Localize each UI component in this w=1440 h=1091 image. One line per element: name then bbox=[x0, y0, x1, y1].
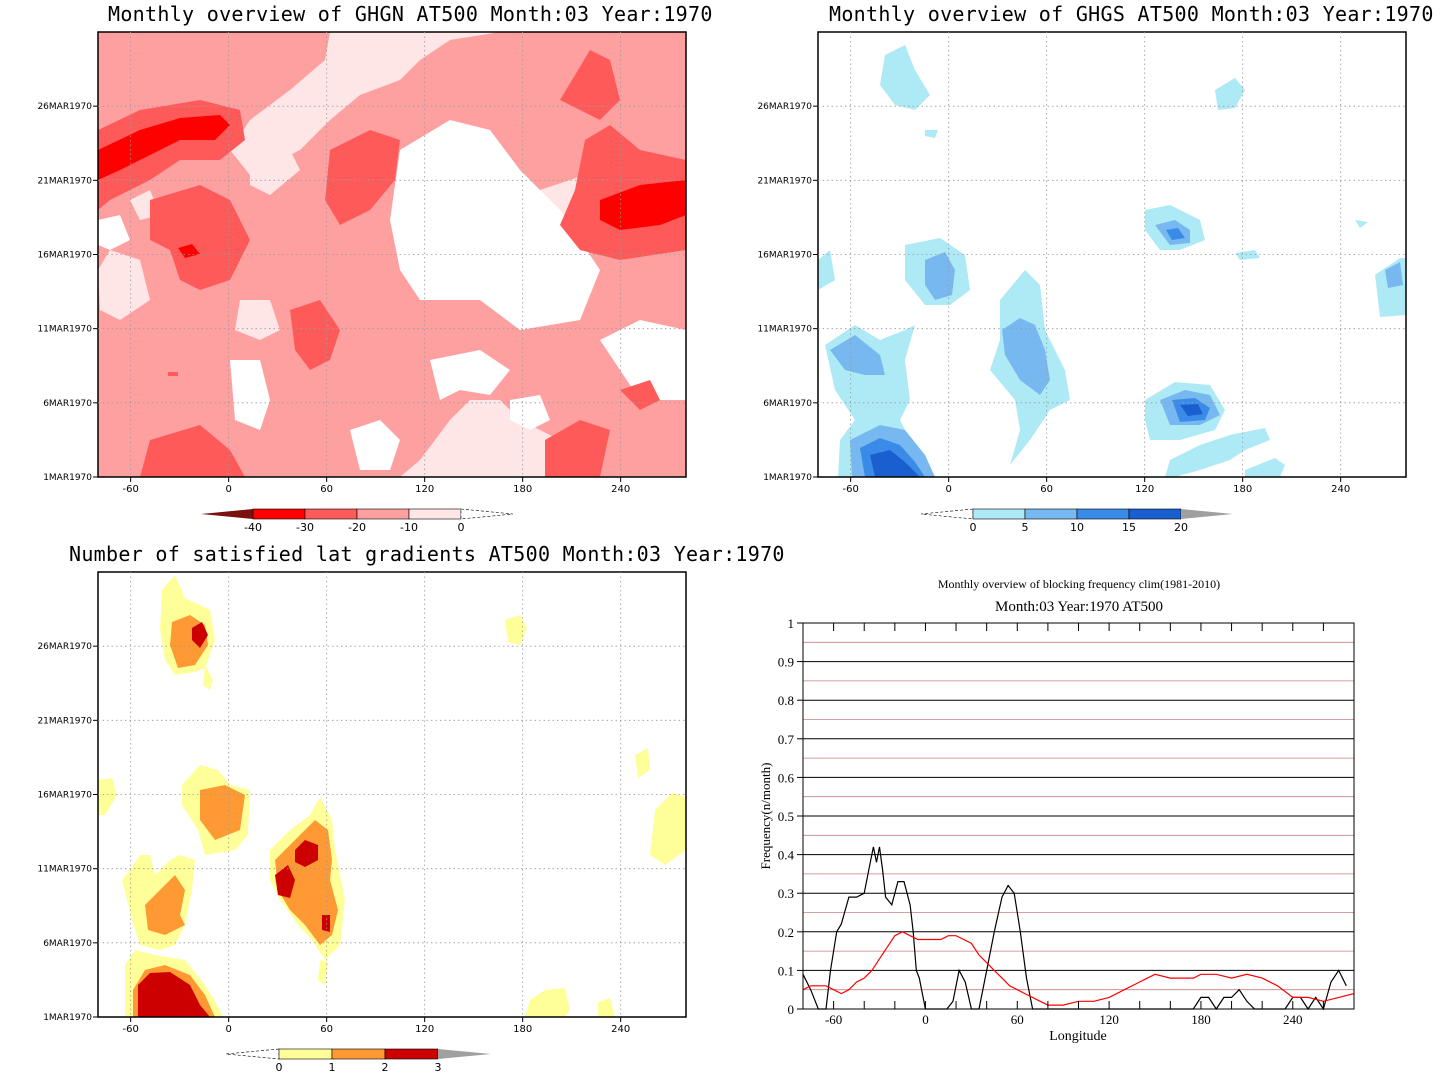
colorbar-segment bbox=[1128, 508, 1182, 520]
line-chart-subtitle: Month:03 Year:1970 AT500 bbox=[995, 599, 1163, 615]
y-tick-label: 21MAR1970 bbox=[37, 176, 92, 186]
line-chart-title: Monthly overview of blocking frequency c… bbox=[938, 577, 1220, 591]
x-tick-label: 0 bbox=[922, 1012, 929, 1027]
series-line-black bbox=[802, 846, 1347, 1011]
y-tick-label: 0 bbox=[788, 1002, 795, 1017]
colorbar-segment bbox=[1024, 508, 1078, 520]
x-tick-label: 0 bbox=[225, 484, 231, 495]
colorbar-triangle-left bbox=[920, 508, 974, 520]
y-tick-label: 6MAR1970 bbox=[43, 399, 92, 409]
x-tick-label: 0 bbox=[945, 484, 951, 495]
colorbar-triangle-right bbox=[1181, 509, 1233, 519]
x-tick-label: 60 bbox=[1011, 1012, 1024, 1027]
y-tick-label: 11MAR1970 bbox=[37, 865, 92, 875]
colorbar-label: 1 bbox=[329, 1061, 336, 1074]
colorbar-label: -10 bbox=[400, 521, 418, 534]
colorbar-label: -40 bbox=[244, 521, 262, 534]
y-tick-label: 0.1 bbox=[778, 963, 794, 978]
colorbar-label: 2 bbox=[382, 1061, 389, 1074]
chart-title-lat-gradients: Number of satisfied lat gradients AT500 … bbox=[69, 542, 785, 566]
colorbar-label: -30 bbox=[296, 521, 314, 534]
y-tick-label: 16MAR1970 bbox=[757, 251, 812, 261]
x-tick-label: 240 bbox=[1331, 484, 1350, 495]
x-tick-label: 60 bbox=[1040, 484, 1053, 495]
colorbar-label: 5 bbox=[1022, 521, 1029, 534]
y-tick-label: 21MAR1970 bbox=[37, 716, 92, 726]
colorbar-segment bbox=[384, 1048, 439, 1060]
x-tick-label: 180 bbox=[1233, 484, 1252, 495]
x-tick-label: 60 bbox=[320, 484, 333, 495]
y-tick-label: 0.9 bbox=[778, 655, 794, 670]
colorbar-triangle-right bbox=[438, 1049, 491, 1059]
colorbar-segment bbox=[356, 508, 410, 520]
colorbar-triangle-left bbox=[225, 1048, 280, 1060]
x-tick-label: -60 bbox=[122, 484, 138, 495]
y-tick-label: 0.8 bbox=[778, 693, 794, 708]
x-tick-label: 240 bbox=[611, 1024, 630, 1035]
y-axis-label: Frequency(n/month) bbox=[758, 763, 773, 870]
x-tick-label: -60 bbox=[122, 1024, 138, 1035]
y-tick-label: 6MAR1970 bbox=[763, 399, 812, 409]
colorbar-label: 20 bbox=[1174, 521, 1188, 534]
colorbar-segment bbox=[252, 508, 306, 520]
x-tick-label: -60 bbox=[842, 484, 858, 495]
lat-gradients-panel: -60 0 60 120 180 2401MAR19706MAR197011MAR1970… bbox=[37, 571, 687, 1074]
y-tick-label: 16MAR1970 bbox=[37, 791, 92, 801]
colorbar-segment bbox=[278, 1048, 333, 1060]
y-tick-label: 1MAR1970 bbox=[43, 473, 92, 483]
colorbar-label: 0 bbox=[458, 521, 465, 534]
colorbar-label: 15 bbox=[1122, 521, 1136, 534]
y-tick-label: 1MAR1970 bbox=[43, 1013, 92, 1023]
x-tick-label: 120 bbox=[1099, 1012, 1119, 1027]
colorbar-label: 0 bbox=[970, 521, 977, 534]
x-tick-label: 240 bbox=[611, 484, 630, 495]
x-tick-label: -60 bbox=[825, 1012, 842, 1027]
y-tick-label: 1 bbox=[788, 616, 795, 631]
blocking-frequency-panel: Monthly overview of blocking frequency c… bbox=[758, 577, 1355, 1044]
colorbar-segment bbox=[972, 508, 1026, 520]
y-tick-label: 11MAR1970 bbox=[37, 325, 92, 335]
x-tick-label: 180 bbox=[513, 484, 532, 495]
x-tick-label: 120 bbox=[415, 1024, 434, 1035]
y-tick-label: 0.2 bbox=[778, 925, 794, 940]
colorbar-label: 3 bbox=[435, 1061, 442, 1074]
y-tick-label: 11MAR1970 bbox=[757, 325, 812, 335]
series-line-red bbox=[802, 931, 1355, 1006]
x-tick-label: 180 bbox=[1191, 1012, 1211, 1027]
ghgn-panel: -60 0 60 120 180 240 1MAR1970 6MAR1970 11MAR1970… bbox=[37, 31, 687, 534]
y-tick-label: 26MAR1970 bbox=[37, 642, 92, 652]
x-tick-label: 0 bbox=[225, 1024, 231, 1035]
colorbar-segment bbox=[304, 508, 358, 520]
y-tick-label: 21MAR1970 bbox=[757, 176, 812, 186]
colorbar-label: -20 bbox=[348, 521, 366, 534]
colorbar-label: 10 bbox=[1070, 521, 1084, 534]
chart-title-ghgn: Monthly overview of GHGN AT500 Month:03 … bbox=[108, 2, 713, 26]
y-tick-label: 26MAR1970 bbox=[37, 102, 92, 112]
y-tick-label: 0.5 bbox=[778, 809, 794, 824]
colorbar-triangle-right bbox=[460, 508, 514, 520]
y-tick-label: 1MAR1970 bbox=[763, 473, 812, 483]
colorbar-segment bbox=[408, 508, 462, 520]
x-tick-label: 60 bbox=[320, 1024, 333, 1035]
y-tick-label: 0.7 bbox=[778, 732, 795, 747]
y-tick-label: 6MAR1970 bbox=[43, 939, 92, 949]
ghgs-panel: -60 0 60 120 180 240 1MAR1970 6MAR1970 11MAR1970… bbox=[757, 31, 1407, 534]
colorbar-label: 0 bbox=[276, 1061, 283, 1074]
y-tick-label: 0.6 bbox=[778, 770, 795, 785]
colorbar-segment bbox=[1076, 508, 1130, 520]
x-tick-label: 120 bbox=[1135, 484, 1154, 495]
x-tick-label: 180 bbox=[513, 1024, 532, 1035]
x-axis-label: Longitude bbox=[1049, 1029, 1107, 1044]
colorbar-triangle-left bbox=[201, 509, 253, 519]
x-tick-label: 120 bbox=[415, 484, 434, 495]
y-tick-label: 0.3 bbox=[778, 886, 794, 901]
y-tick-label: 16MAR1970 bbox=[37, 251, 92, 261]
y-tick-label: 0.4 bbox=[778, 848, 795, 863]
x-tick-label: 240 bbox=[1283, 1012, 1303, 1027]
y-tick-label: 26MAR1970 bbox=[757, 102, 812, 112]
chart-title-ghgs: Monthly overview of GHGS AT500 Month:03 … bbox=[829, 2, 1434, 26]
colorbar-segment bbox=[331, 1048, 386, 1060]
